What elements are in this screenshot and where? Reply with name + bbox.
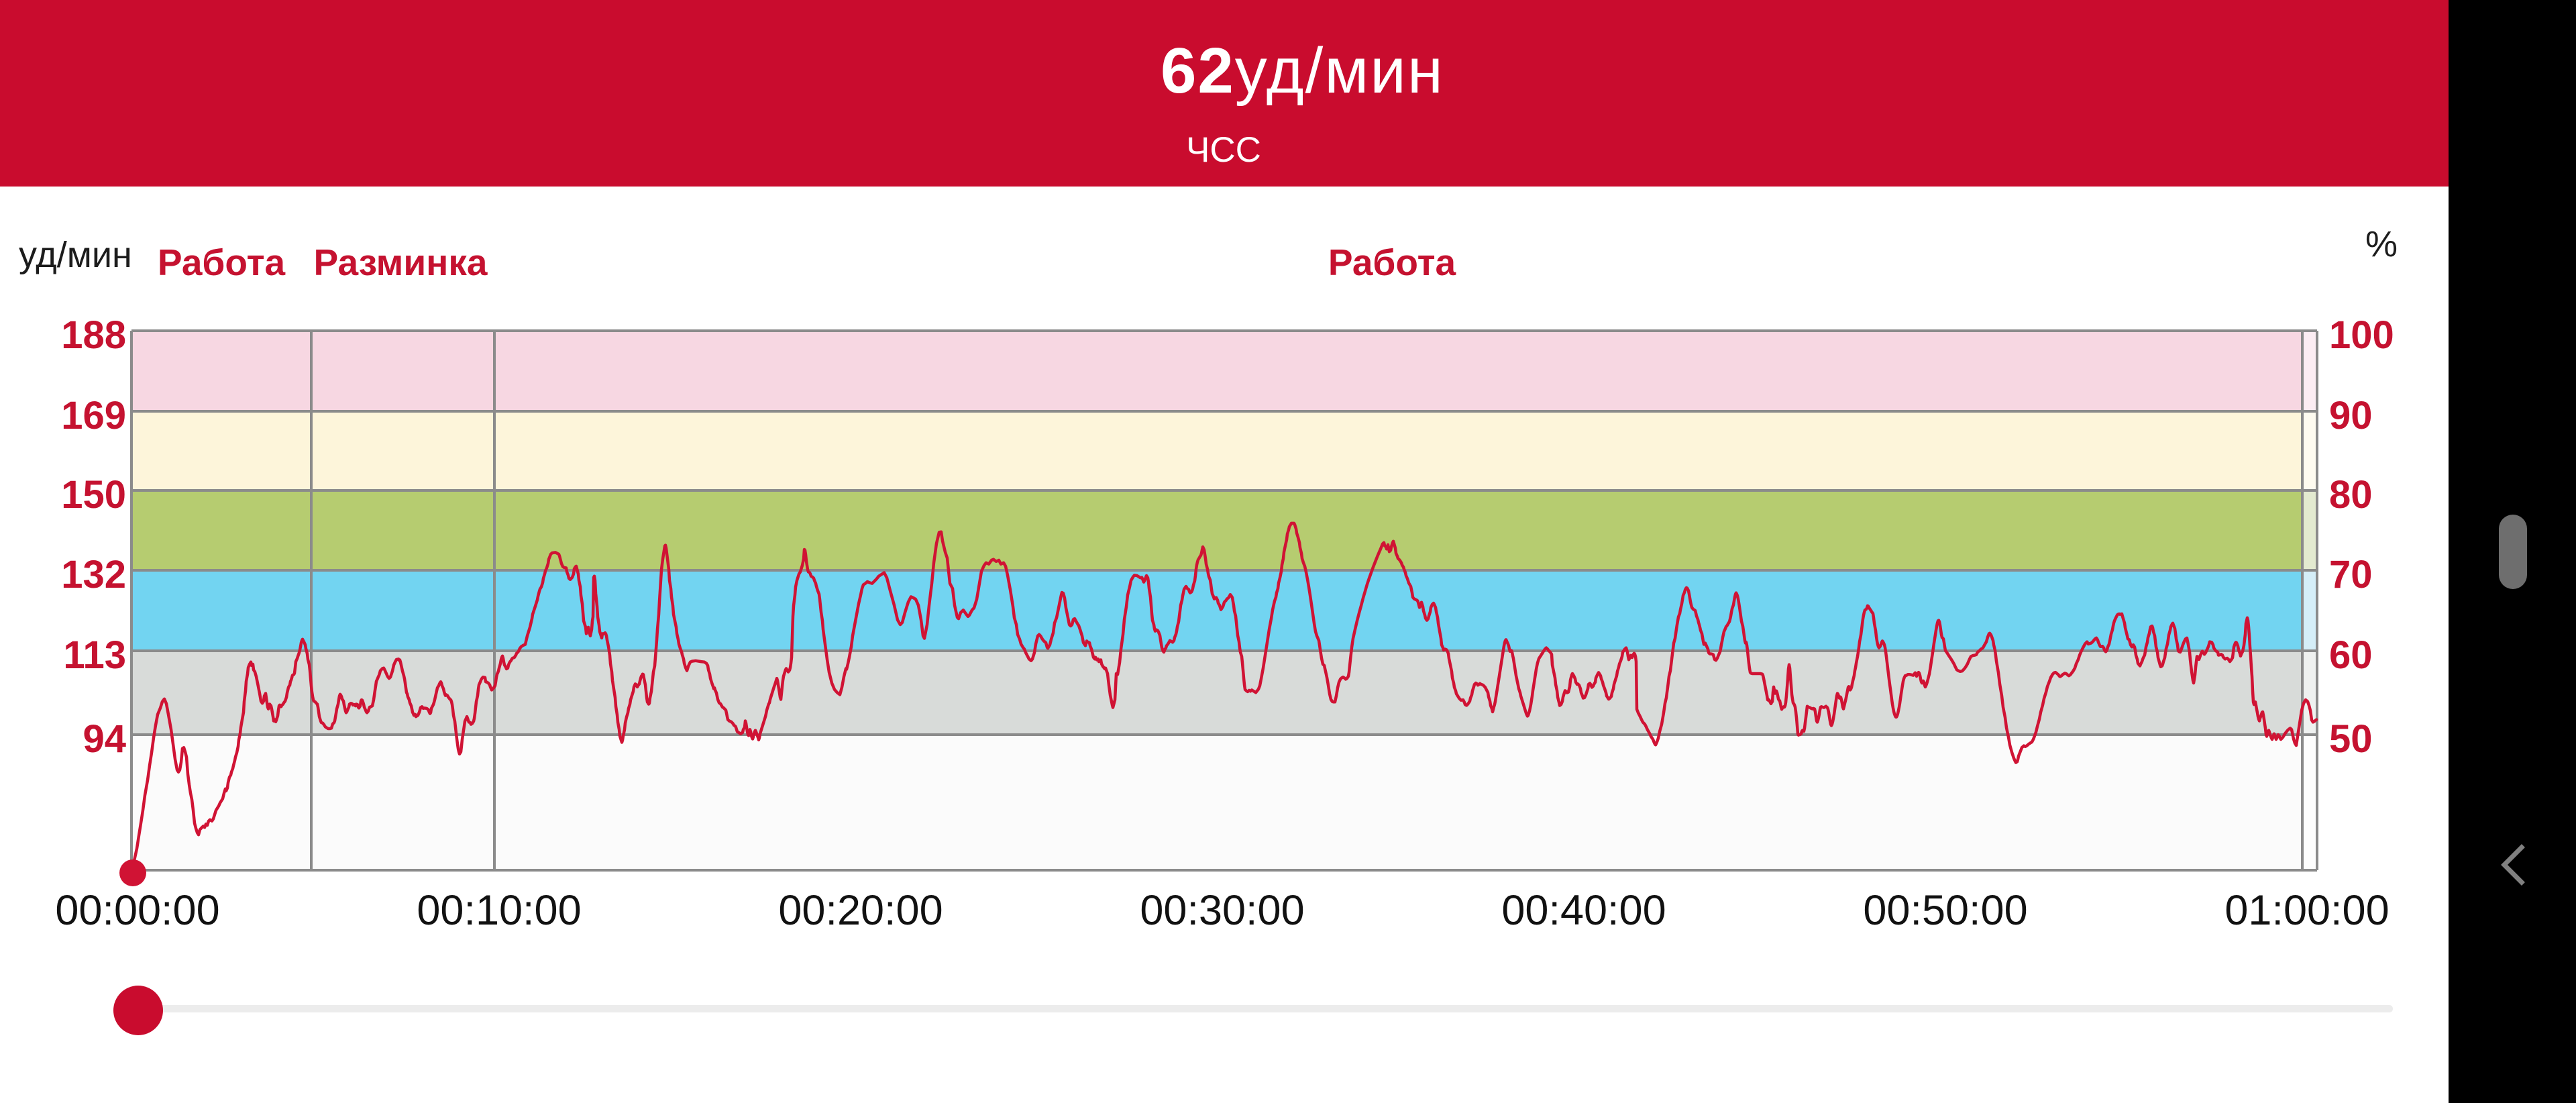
svg-text:00:20:00: 00:20:00 — [778, 887, 943, 934]
svg-text:Работа: Работа — [158, 242, 286, 283]
svg-text:%: % — [2365, 224, 2398, 264]
svg-text:62уд/мин: 62уд/мин — [1161, 35, 1444, 107]
svg-text:132: 132 — [61, 553, 126, 596]
svg-text:100: 100 — [2329, 313, 2394, 357]
svg-text:70: 70 — [2329, 553, 2373, 596]
svg-text:00:00:00: 00:00:00 — [55, 887, 219, 934]
svg-text:Работа: Работа — [1328, 242, 1456, 283]
svg-text:90: 90 — [2329, 394, 2373, 437]
svg-text:80: 80 — [2329, 473, 2373, 517]
svg-text:уд/мин: уд/мин — [19, 235, 132, 275]
svg-text:113: 113 — [63, 633, 126, 677]
svg-text:169: 169 — [61, 394, 126, 437]
svg-text:94: 94 — [83, 717, 126, 761]
svg-text:188: 188 — [61, 313, 126, 357]
svg-text:Разминка: Разминка — [313, 242, 487, 283]
svg-text:150: 150 — [61, 473, 126, 517]
svg-text:01:00:00: 01:00:00 — [2224, 887, 2389, 934]
svg-text:00:10:00: 00:10:00 — [417, 887, 581, 934]
svg-text:60: 60 — [2329, 633, 2373, 677]
svg-text:00:50:00: 00:50:00 — [1863, 887, 2027, 934]
svg-text:00:30:00: 00:30:00 — [1140, 887, 1304, 934]
svg-text:50: 50 — [2329, 717, 2373, 761]
svg-text:00:40:00: 00:40:00 — [1501, 887, 1666, 934]
svg-text:ЧСС: ЧСС — [1186, 130, 1261, 170]
